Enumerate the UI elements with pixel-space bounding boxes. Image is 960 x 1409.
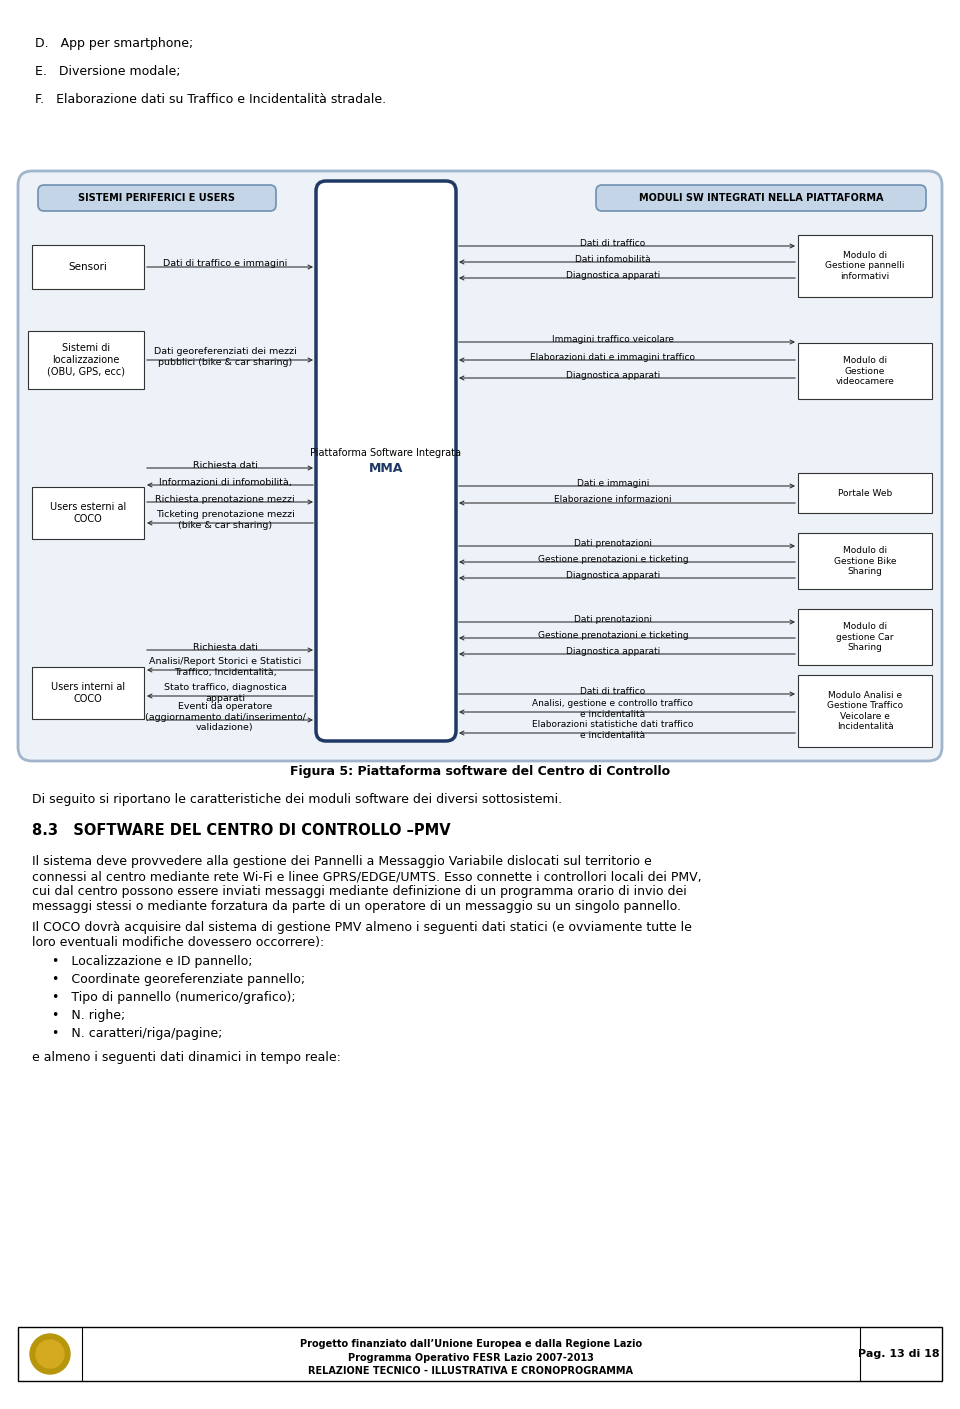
FancyBboxPatch shape xyxy=(18,170,942,761)
Text: •   Tipo di pannello (numerico/grafico);: • Tipo di pannello (numerico/grafico); xyxy=(52,991,296,1005)
FancyBboxPatch shape xyxy=(38,185,276,211)
Text: Dati prenotazioni: Dati prenotazioni xyxy=(574,538,652,548)
Text: Dati prenotazioni: Dati prenotazioni xyxy=(574,614,652,624)
Text: messaggi stessi o mediante forzatura da parte di un operatore di un messaggio su: messaggi stessi o mediante forzatura da … xyxy=(32,900,681,913)
Text: Progetto finanziato dall’Unione Europea e dalla Regione Lazio: Progetto finanziato dall’Unione Europea … xyxy=(300,1339,642,1348)
Text: Sensori: Sensori xyxy=(68,262,108,272)
Text: Modulo di
Gestione
videocamere: Modulo di Gestione videocamere xyxy=(835,356,895,386)
Text: 8.3   SOFTWARE DEL CENTRO DI CONTROLLO –PMV: 8.3 SOFTWARE DEL CENTRO DI CONTROLLO –PM… xyxy=(32,823,450,838)
Text: Richiesta dati: Richiesta dati xyxy=(193,461,257,469)
Text: •   N. righe;: • N. righe; xyxy=(52,1009,125,1022)
Text: D.   App per smartphone;: D. App per smartphone; xyxy=(35,37,193,49)
Text: Analisi/Report Storici e Statistici
Traffico, Incidentalità,: Analisi/Report Storici e Statistici Traf… xyxy=(149,658,301,676)
Text: Immagini traffico veicolare: Immagini traffico veicolare xyxy=(552,334,674,344)
Bar xyxy=(798,609,932,665)
Bar xyxy=(18,1327,942,1381)
Text: Programma Operativo FESR Lazio 2007-2013: Programma Operativo FESR Lazio 2007-2013 xyxy=(348,1353,594,1363)
Text: RELAZIONE TECNICO - ILLUSTRATIVA E CRONOPROGRAMMA: RELAZIONE TECNICO - ILLUSTRATIVA E CRONO… xyxy=(308,1365,634,1377)
Text: Modulo di
Gestione pannelli
informativi: Modulo di Gestione pannelli informativi xyxy=(826,251,904,280)
Text: Pag. 13 di 18: Pag. 13 di 18 xyxy=(858,1348,940,1360)
Text: •   Localizzazione e ID pannello;: • Localizzazione e ID pannello; xyxy=(52,955,252,968)
Text: Figura 5: Piattaforma software del Centro di Controllo: Figura 5: Piattaforma software del Centr… xyxy=(290,765,670,778)
Text: Gestione prenotazioni e ticketing: Gestione prenotazioni e ticketing xyxy=(538,555,688,564)
Text: MMA: MMA xyxy=(369,462,403,475)
Bar xyxy=(32,666,144,719)
Bar xyxy=(798,235,932,297)
Text: Dati di traffico: Dati di traffico xyxy=(581,238,646,248)
Text: connessi al centro mediante rete Wi-Fi e linee GPRS/EDGE/UMTS. Esso connette i c: connessi al centro mediante rete Wi-Fi e… xyxy=(32,869,702,883)
Text: Sistemi di
localizzazione
(OBU, GPS, ecc): Sistemi di localizzazione (OBU, GPS, ecc… xyxy=(47,344,125,376)
Text: Gestione prenotazioni e ticketing: Gestione prenotazioni e ticketing xyxy=(538,630,688,640)
Text: Piattaforma Software Integrata: Piattaforma Software Integrata xyxy=(310,448,462,458)
Text: •   N. caratteri/riga/pagine;: • N. caratteri/riga/pagine; xyxy=(52,1027,223,1040)
Text: Richiesta dati: Richiesta dati xyxy=(193,643,257,651)
Text: Diagnostica apparati: Diagnostica apparati xyxy=(565,647,660,655)
Text: Modulo di
Gestione Bike
Sharing: Modulo di Gestione Bike Sharing xyxy=(833,547,897,576)
Text: Richiesta prenotazione mezzi: Richiesta prenotazione mezzi xyxy=(156,495,295,503)
Text: Elaborazioni statistiche dati traffico
e incidentalità: Elaborazioni statistiche dati traffico e… xyxy=(532,720,694,740)
Text: Modulo Analisi e
Gestione Traffico
Veicolare e
Incidentalità: Modulo Analisi e Gestione Traffico Veico… xyxy=(827,690,903,731)
Text: Diagnostica apparati: Diagnostica apparati xyxy=(565,571,660,579)
Bar xyxy=(798,675,932,747)
Text: SISTEMI PERIFERICI E USERS: SISTEMI PERIFERICI E USERS xyxy=(79,193,235,203)
Text: F.   Elaborazione dati su Traffico e Incidentalità stradale.: F. Elaborazione dati su Traffico e Incid… xyxy=(35,93,386,106)
Bar xyxy=(798,533,932,589)
Text: Users interni al
COCO: Users interni al COCO xyxy=(51,682,125,704)
Text: loro eventuali modifiche dovessero occorrere):: loro eventuali modifiche dovessero occor… xyxy=(32,936,324,950)
Text: Il COCO dovrà acquisire dal sistema di gestione PMV almeno i seguenti dati stati: Il COCO dovrà acquisire dal sistema di g… xyxy=(32,921,692,934)
Text: Eventi da operatore
(aggiornamento dati/inserimento/
validazione): Eventi da operatore (aggiornamento dati/… xyxy=(145,702,305,731)
Text: e almeno i seguenti dati dinamici in tempo reale:: e almeno i seguenti dati dinamici in tem… xyxy=(32,1051,341,1064)
Circle shape xyxy=(36,1340,64,1368)
Text: Informazioni di infomobilità,: Informazioni di infomobilità, xyxy=(158,478,292,486)
Text: Modulo di
gestione Car
Sharing: Modulo di gestione Car Sharing xyxy=(836,623,894,652)
Text: MODULI SW INTEGRATI NELLA PIATTAFORMA: MODULI SW INTEGRATI NELLA PIATTAFORMA xyxy=(638,193,883,203)
Text: Dati georeferenziati dei mezzi
pubblici (bike & car sharing): Dati georeferenziati dei mezzi pubblici … xyxy=(154,347,297,366)
Text: Ticketing prenotazione mezzi
(bike & car sharing): Ticketing prenotazione mezzi (bike & car… xyxy=(156,510,295,530)
Bar xyxy=(32,488,144,540)
Text: Diagnostica apparati: Diagnostica apparati xyxy=(565,271,660,279)
Bar xyxy=(32,245,144,289)
Text: Stato traffico, diagnostica
apparati: Stato traffico, diagnostica apparati xyxy=(163,683,286,703)
Text: Il sistema deve provvedere alla gestione dei Pannelli a Messaggio Variabile disl: Il sistema deve provvedere alla gestione… xyxy=(32,855,652,868)
Bar xyxy=(798,342,932,399)
Text: Dati e immagini: Dati e immagini xyxy=(577,479,649,488)
Text: cui dal centro possono essere inviati messaggi mediante definizione di un progra: cui dal centro possono essere inviati me… xyxy=(32,885,686,898)
Bar xyxy=(798,473,932,513)
Text: Dati di traffico e immagini: Dati di traffico e immagini xyxy=(163,259,287,269)
FancyBboxPatch shape xyxy=(316,180,456,741)
Text: Di seguito si riportano le caratteristiche dei moduli software dei diversi sotto: Di seguito si riportano le caratteristic… xyxy=(32,793,563,806)
Text: Users esterni al
COCO: Users esterni al COCO xyxy=(50,502,126,524)
Text: Dati di traffico: Dati di traffico xyxy=(581,686,646,696)
Text: Diagnostica apparati: Diagnostica apparati xyxy=(565,371,660,379)
Circle shape xyxy=(30,1334,70,1374)
Text: Elaborazioni dati e immagini traffico: Elaborazioni dati e immagini traffico xyxy=(531,352,695,362)
Bar xyxy=(28,331,144,389)
Text: Portale Web: Portale Web xyxy=(838,489,892,497)
Text: Dati infomobilità: Dati infomobilità xyxy=(575,255,651,263)
Text: Analisi, gestione e controllo traffico
e incidentalità: Analisi, gestione e controllo traffico e… xyxy=(533,699,693,719)
Text: Elaborazione informazioni: Elaborazione informazioni xyxy=(554,496,672,504)
Text: •   Coordinate georeferenziate pannello;: • Coordinate georeferenziate pannello; xyxy=(52,974,305,986)
Text: E.   Diversione modale;: E. Diversione modale; xyxy=(35,65,180,77)
FancyBboxPatch shape xyxy=(596,185,926,211)
